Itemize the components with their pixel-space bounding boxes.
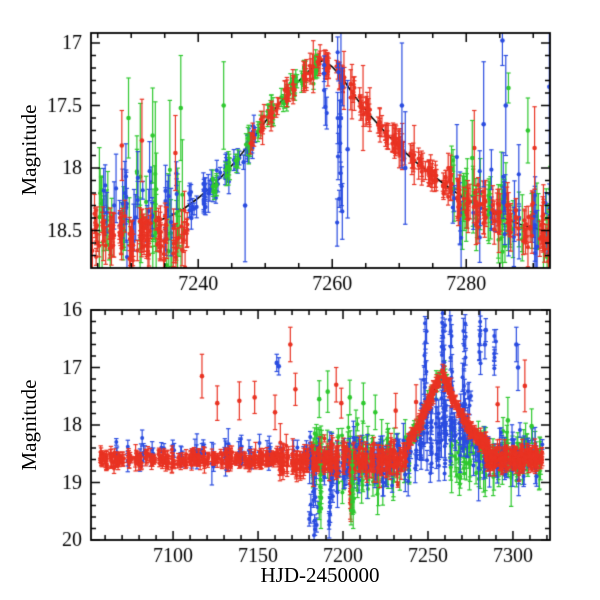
x-axis-label: HJD-2450000 — [260, 563, 380, 587]
y-axis-label-bottom: Magnitude — [17, 379, 41, 471]
y-axis-label-top: Magnitude — [17, 104, 41, 196]
